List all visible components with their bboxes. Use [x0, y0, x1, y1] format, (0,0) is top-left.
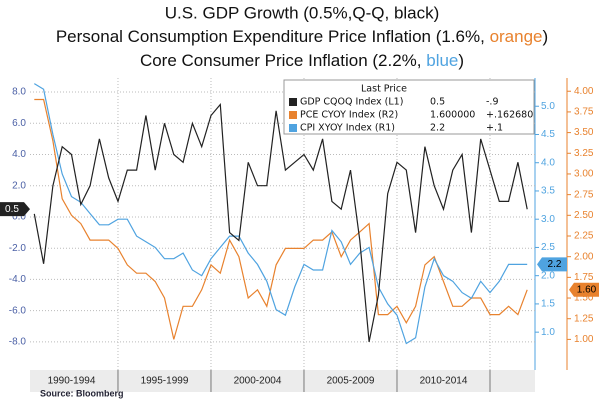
legend-swatch [289, 124, 297, 132]
legend-box [283, 79, 535, 135]
series-line [33, 102, 528, 343]
y-tick-label: 6.0 [12, 118, 26, 129]
legend-change: -.9 [486, 97, 499, 108]
legend-swatch [289, 98, 297, 106]
y3-tick-label: 3.00 [574, 169, 594, 180]
y3-tick-label: 1.25 [574, 313, 594, 324]
y-tick-label: -6.0 [9, 305, 27, 316]
value-tag [0, 202, 30, 217]
y3-tick-label: 2.75 [574, 189, 594, 200]
x-tick-label: 1990-1994 [48, 376, 96, 387]
y3-tick-label: 2.00 [574, 251, 594, 262]
y-tick-label: -8.0 [9, 337, 27, 348]
y-tick-label: 0.0 [12, 212, 26, 223]
value-tag-label: 0.5 [5, 204, 19, 215]
x-tick-label: 2000-2004 [234, 376, 282, 387]
y-tick-label: 4.0 [12, 149, 26, 160]
y3-tick-label: 1.75 [574, 272, 594, 283]
x-tick-label: 2010-2014 [420, 376, 468, 387]
subtitle-part: ) [458, 51, 464, 70]
legend-swatch [289, 111, 297, 119]
y3-tick-label: 2.50 [574, 210, 594, 221]
subtitle-part: Personal Consumption Expenditure Price I… [56, 27, 490, 46]
y2-tick-label: 4.5 [541, 129, 555, 140]
y3-tick-label: 3.25 [574, 148, 594, 159]
legend-label: PCE CYOY Index (R2) [300, 110, 398, 121]
y-tick-label: -2.0 [9, 243, 27, 254]
legend-last: 2.2 [430, 123, 445, 134]
source: Source: Bloomberg [40, 388, 124, 398]
subtitle-part: Core Consumer Price Inflation (2.2%, [140, 51, 426, 70]
y3-tick-label: 2.25 [574, 231, 594, 242]
y-tick-label: 8.0 [12, 87, 26, 98]
y2-tick-label: 1.5 [541, 299, 555, 310]
date-band [30, 370, 535, 392]
y2-tick-label: 4.0 [541, 157, 555, 168]
subtitle-part: ) [543, 27, 549, 46]
y3-tick-label: 1.50 [574, 293, 594, 304]
y-tick-label: 2.0 [12, 180, 26, 191]
value-tag [537, 257, 567, 272]
legend-last: 1.600000 [430, 110, 475, 121]
legend: Last Price GDP CQOQ Index (L1) 0.5 -.9 PCE C… [283, 79, 535, 135]
legend-label: GDP CQOQ Index (L1) [300, 97, 403, 108]
series-line [34, 98, 528, 340]
x-tick-label: 2005-2009 [327, 376, 375, 387]
legend-change: +.162680 [486, 110, 533, 121]
x-tick-label: 1995-1999 [141, 376, 189, 387]
y3-tick-label: 3.75 [574, 107, 594, 118]
legend-last: 0.5 [430, 97, 445, 108]
legend-label: CPI XYOY Index (R1) [300, 123, 395, 134]
y2-tick-label: 3.5 [541, 186, 555, 197]
legend-change: +.1 [486, 123, 503, 134]
y2-tick-label: 5.0 [541, 101, 555, 112]
subtitle-part: blue [426, 51, 458, 70]
y2-tick-label: 2.5 [541, 242, 555, 253]
series-line [33, 83, 528, 345]
chart-title: U.S. GDP Growth (0.5%,Q-Q, black) [165, 3, 440, 22]
y2-tick-label: 1.0 [541, 327, 555, 338]
y-tick-label: -4.0 [9, 274, 27, 285]
value-tag [569, 282, 599, 297]
y2-tick-label: 2.0 [541, 270, 555, 281]
subtitle-part: orange [490, 27, 543, 46]
y3-tick-label: 4.00 [574, 86, 594, 97]
y3-tick-label: 3.50 [574, 127, 594, 138]
subtitle: Personal Consumption Expenditure Price I… [56, 27, 548, 46]
subtitle: Core Consumer Price Inflation (2.2%, blu… [140, 51, 464, 70]
value-tag-label: 1.60 [577, 284, 597, 295]
y2-tick-label: 3.0 [541, 214, 555, 225]
legend-header: Last Price [361, 84, 407, 95]
value-tag-label: 2.2 [548, 259, 562, 270]
y3-tick-label: 1.00 [574, 334, 594, 345]
